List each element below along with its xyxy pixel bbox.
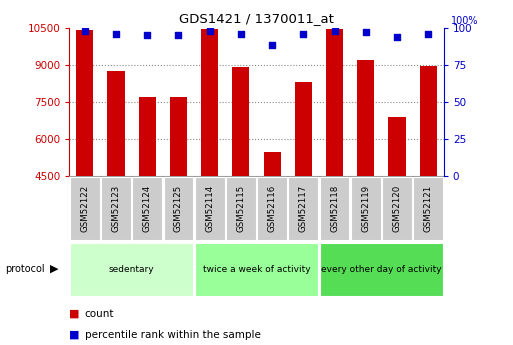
Bar: [351, 177, 381, 240]
Bar: [382, 177, 412, 240]
Point: [424, 31, 432, 36]
Text: GSM52118: GSM52118: [330, 185, 339, 232]
Bar: [264, 152, 281, 176]
Text: GSM52125: GSM52125: [174, 185, 183, 232]
Bar: [132, 177, 162, 240]
Point: [143, 32, 151, 38]
Bar: [420, 66, 437, 176]
Text: GSM52116: GSM52116: [268, 185, 277, 232]
Text: ■: ■: [69, 330, 80, 339]
Bar: [326, 29, 343, 176]
Point: [299, 31, 307, 36]
Text: ▶: ▶: [50, 264, 58, 274]
Point: [237, 31, 245, 36]
Bar: [170, 97, 187, 176]
Bar: [388, 117, 405, 176]
Text: twice a week of activity: twice a week of activity: [203, 265, 310, 274]
Bar: [195, 243, 318, 296]
Point: [362, 29, 370, 35]
Text: ■: ■: [69, 309, 80, 319]
Text: GSM52123: GSM52123: [111, 185, 121, 232]
Text: GSM52115: GSM52115: [236, 185, 245, 232]
Bar: [108, 71, 125, 176]
Bar: [70, 243, 193, 296]
Text: sedentary: sedentary: [109, 265, 154, 274]
Point: [268, 43, 276, 48]
Text: percentile rank within the sample: percentile rank within the sample: [85, 330, 261, 339]
Text: 100%: 100%: [451, 16, 479, 26]
Point: [81, 28, 89, 33]
Bar: [288, 177, 318, 240]
Point: [112, 31, 120, 36]
Text: count: count: [85, 309, 114, 319]
Bar: [201, 29, 218, 176]
Text: GSM52119: GSM52119: [361, 185, 370, 232]
Bar: [195, 177, 225, 240]
Text: GSM52114: GSM52114: [205, 185, 214, 232]
Bar: [413, 177, 443, 240]
Point: [174, 32, 183, 38]
Text: GSM52124: GSM52124: [143, 185, 152, 232]
Point: [393, 34, 401, 39]
Point: [330, 28, 339, 33]
Bar: [295, 82, 312, 176]
Bar: [164, 177, 193, 240]
Bar: [139, 97, 156, 176]
Text: GSM52122: GSM52122: [81, 185, 89, 232]
Bar: [320, 243, 443, 296]
Bar: [320, 177, 349, 240]
Bar: [101, 177, 131, 240]
Bar: [70, 177, 100, 240]
Text: GSM52117: GSM52117: [299, 185, 308, 232]
Bar: [76, 30, 93, 176]
Bar: [258, 177, 287, 240]
Bar: [357, 60, 374, 176]
Title: GDS1421 / 1370011_at: GDS1421 / 1370011_at: [179, 12, 334, 25]
Text: protocol: protocol: [5, 264, 45, 274]
Text: every other day of activity: every other day of activity: [321, 265, 442, 274]
Text: GSM52121: GSM52121: [424, 185, 432, 232]
Text: GSM52120: GSM52120: [392, 185, 402, 232]
Bar: [226, 177, 255, 240]
Bar: [232, 67, 249, 176]
Point: [206, 28, 214, 33]
